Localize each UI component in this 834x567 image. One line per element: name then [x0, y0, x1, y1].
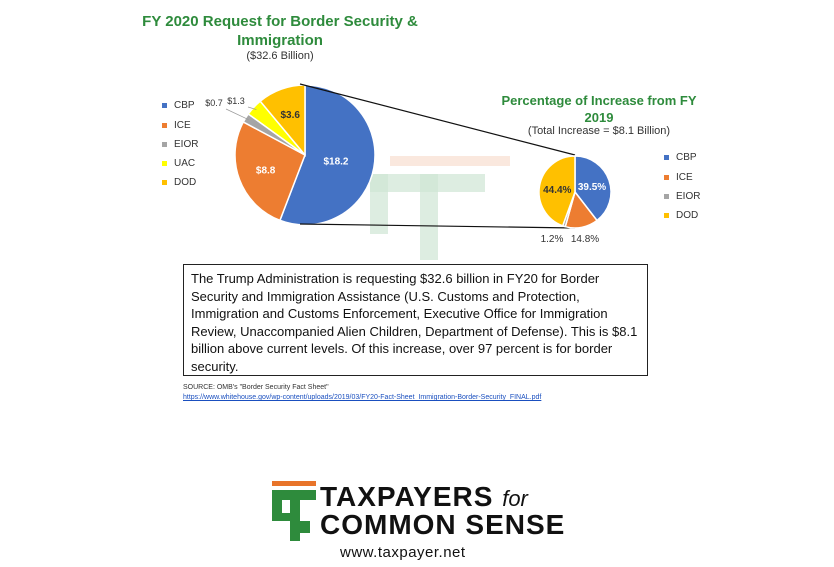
- legend-swatch: [162, 103, 167, 108]
- chart2-data-label: 39.5%: [578, 182, 606, 193]
- chart2-slice-dod: [538, 155, 576, 227]
- brand-for: for: [502, 486, 528, 511]
- description-box: The Trump Administration is requesting $…: [183, 264, 648, 376]
- connector-line: [299, 83, 576, 156]
- source-label: SOURCE: OMB's "Border Security Fact Shee…: [183, 384, 329, 391]
- legend-label: CBP: [174, 100, 195, 111]
- legend-label: ICE: [174, 120, 191, 131]
- legend-label: ICE: [676, 172, 693, 183]
- legend-swatch: [664, 175, 669, 180]
- legend2-item: EIOR: [664, 191, 700, 202]
- legend-swatch: [664, 155, 669, 160]
- chart2-data-label: 44.4%: [543, 185, 571, 196]
- legend-label: DOD: [174, 177, 197, 188]
- pie-charts: $18.2 $8.8 $3.6 $0.7 $1.3 39.5% 44.4% 14.8% 1.2%: [205, 83, 612, 245]
- legend-label: DOD: [676, 210, 699, 221]
- legend1-item: ICE: [162, 120, 191, 131]
- legend-label: EIOR: [676, 191, 701, 202]
- legend-label: EIOR: [174, 139, 199, 150]
- chart1-data-label: $8.8: [256, 166, 276, 177]
- chart2-subtitle: (Total Increase = $8.1 Billion): [527, 125, 671, 137]
- chart2-slice-cbp: [574, 155, 612, 222]
- brand-url[interactable]: www.taxpayer.net: [340, 544, 466, 561]
- watermark-logo: [370, 156, 510, 260]
- connector-line: [299, 223, 576, 229]
- legend-swatch: [162, 123, 167, 128]
- chart1-data-label: $0.7: [205, 98, 223, 108]
- chart1-data-label: $1.3: [227, 96, 245, 106]
- brand-line2: COMMON SENSE: [320, 509, 566, 540]
- legend2-item: DOD: [664, 210, 698, 221]
- legend1-item: CBP: [162, 100, 195, 111]
- tcs-logo-icon: [272, 481, 316, 541]
- chart2-data-label: 14.8%: [571, 234, 599, 245]
- legend1-item: EIOR: [162, 139, 198, 150]
- legend-swatch: [162, 180, 167, 185]
- legend1-item: DOD: [162, 177, 196, 188]
- legend-swatch: [162, 161, 167, 166]
- chart2-data-label: 1.2%: [541, 234, 564, 245]
- chart1-subtitle: ($32.6 Billion): [246, 50, 314, 62]
- chart1-slice-ice: [234, 120, 306, 222]
- source-link[interactable]: https://www.whitehouse.gov/wp-content/up…: [183, 394, 542, 401]
- legend-swatch: [664, 194, 669, 199]
- legend-label: CBP: [676, 152, 697, 163]
- legend-swatch: [162, 142, 167, 147]
- legend2-item: CBP: [664, 152, 697, 163]
- brand-taxpayers: TAXPAYERS: [320, 481, 494, 512]
- legend-swatch: [664, 213, 669, 218]
- chart2-title: Percentage of Increase from FY 2019: [501, 93, 697, 125]
- chart1-title: FY 2020 Request for Border Security & Im…: [142, 13, 418, 49]
- chart1-data-label: $3.6: [281, 110, 301, 121]
- legend-label: UAC: [174, 158, 196, 169]
- legend2-item: ICE: [664, 172, 693, 183]
- legend1-item: UAC: [162, 158, 195, 169]
- brand-line1: TAXPAYERS for: [320, 482, 528, 514]
- chart1-leader-line: [247, 106, 257, 110]
- chart1-data-label: $18.2: [323, 157, 348, 168]
- chart1-leader-line: [225, 108, 249, 121]
